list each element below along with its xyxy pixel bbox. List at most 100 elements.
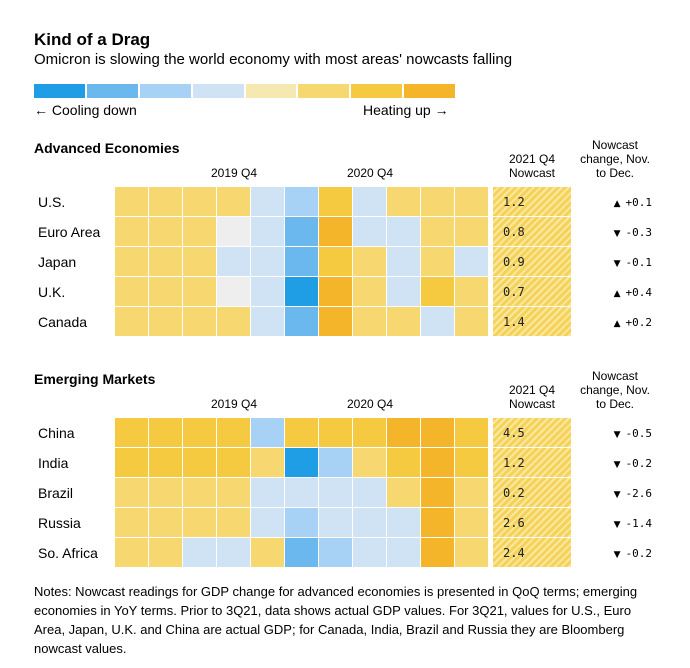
heatmap-cell bbox=[319, 247, 353, 277]
nowcast-header: 2021 Q4 Nowcast bbox=[508, 383, 556, 411]
column-label-2019-q4: 2019 Q4 bbox=[210, 166, 258, 180]
change-header: Nowcast change, Nov. to Dec. bbox=[580, 369, 650, 411]
legend-cooling-label: ← Cooling down bbox=[34, 102, 137, 118]
heatmap-cell bbox=[251, 418, 285, 448]
heatmap-cell bbox=[251, 478, 285, 508]
heatmap-cell bbox=[387, 277, 421, 307]
heatmap-cell bbox=[217, 508, 251, 538]
change-value: +0.1 bbox=[625, 196, 653, 209]
nowcast-cell: 1.4 bbox=[493, 307, 571, 337]
legend-swatch bbox=[86, 84, 140, 98]
heatmap-cell bbox=[421, 418, 455, 448]
row-label: Canada bbox=[38, 314, 88, 330]
legend-swatch bbox=[298, 84, 352, 98]
legend-heating-label: Heating up → bbox=[363, 102, 449, 118]
notes: Notes: Nowcast readings for GDP change f… bbox=[34, 584, 638, 656]
heatmap-cell bbox=[353, 478, 387, 508]
heatmap-cell bbox=[387, 478, 421, 508]
heatmap-cell bbox=[183, 448, 217, 478]
column-label-2019-q4: 2019 Q4 bbox=[210, 397, 258, 411]
heatmap-cell bbox=[387, 247, 421, 277]
nowcast-change: ▼ -0.3 bbox=[592, 226, 652, 239]
heatmap-cell bbox=[149, 508, 183, 538]
nowcast-cell: 1.2 bbox=[493, 187, 571, 217]
heatmap-cell bbox=[115, 508, 149, 538]
heatmap-cell bbox=[387, 508, 421, 538]
heatmap-cell bbox=[353, 307, 387, 337]
heatmap-cell bbox=[285, 277, 319, 307]
heatmap-cell bbox=[149, 478, 183, 508]
nowcast-cell: 1.2 bbox=[493, 448, 571, 478]
heatmap-cell bbox=[455, 418, 489, 448]
heatmap-cell bbox=[115, 187, 149, 217]
heatmap-cell bbox=[149, 418, 183, 448]
change-header: Nowcast change, Nov. to Dec. bbox=[580, 138, 650, 180]
heatmap-cell bbox=[319, 508, 353, 538]
heatmap-cell bbox=[319, 277, 353, 307]
heatmap-cell bbox=[353, 277, 387, 307]
heatmap-cell bbox=[285, 187, 319, 217]
row-label: Euro Area bbox=[38, 224, 101, 240]
heatmap-cell bbox=[353, 217, 387, 247]
heatmap-cell bbox=[421, 508, 455, 538]
row-label: So. Africa bbox=[38, 545, 98, 561]
row-label: U.S. bbox=[38, 194, 66, 210]
heatmap-cell bbox=[421, 247, 455, 277]
change-value: +0.2 bbox=[625, 316, 653, 329]
heatmap-cell bbox=[421, 277, 455, 307]
heatmap-cell bbox=[387, 307, 421, 337]
heatmap-cell bbox=[285, 538, 319, 568]
legend-swatch bbox=[245, 84, 299, 98]
heatmap-cell bbox=[421, 538, 455, 568]
heatmap-cell bbox=[183, 508, 217, 538]
heatmap-cell bbox=[115, 307, 149, 337]
heatmap-cell bbox=[115, 478, 149, 508]
heatmap-cell bbox=[319, 538, 353, 568]
row-label: Brazil bbox=[38, 485, 74, 501]
heatmap-cell bbox=[251, 448, 285, 478]
heatmap-cell bbox=[217, 277, 251, 307]
chart-subtitle: Omicron is slowing the world economy wit… bbox=[34, 51, 513, 68]
triangle-down-icon: ▼ bbox=[613, 490, 621, 500]
heatmap-cell bbox=[285, 307, 319, 337]
heatmap-cell bbox=[217, 538, 251, 568]
section-title: Advanced Economies bbox=[34, 140, 180, 156]
heatmap-cell bbox=[149, 187, 183, 217]
column-label-2020-q4: 2020 Q4 bbox=[346, 166, 394, 180]
heatmap-cell bbox=[387, 538, 421, 568]
section-title: Emerging Markets bbox=[34, 371, 156, 387]
legend-color-scale bbox=[34, 84, 455, 98]
nowcast-change: ▼ -0.1 bbox=[592, 256, 652, 269]
change-value: -0.1 bbox=[625, 256, 653, 269]
heatmap-cell bbox=[251, 508, 285, 538]
heatmap-cell bbox=[217, 448, 251, 478]
triangle-down-icon: ▼ bbox=[613, 460, 621, 470]
triangle-down-icon: ▼ bbox=[613, 229, 621, 239]
triangle-down-icon: ▼ bbox=[613, 430, 621, 440]
nowcast-cell: 0.9 bbox=[493, 247, 571, 277]
heatmap-cell bbox=[251, 187, 285, 217]
triangle-down-icon: ▼ bbox=[613, 259, 621, 269]
heatmap-cell bbox=[455, 247, 489, 277]
heatmap-cell bbox=[217, 418, 251, 448]
heatmap-cell bbox=[115, 418, 149, 448]
heatmap-cell bbox=[319, 478, 353, 508]
heatmap-cell bbox=[421, 217, 455, 247]
nowcast-change: ▼ -0.2 bbox=[592, 457, 652, 470]
heatmap-cell bbox=[285, 448, 319, 478]
legend-swatch bbox=[139, 84, 193, 98]
heatmap-cell bbox=[285, 508, 319, 538]
heatmap-cell bbox=[387, 187, 421, 217]
heatmap-cell bbox=[115, 538, 149, 568]
heatmap-cell bbox=[217, 307, 251, 337]
heatmap-cell bbox=[217, 478, 251, 508]
nowcast-change: ▼ -0.2 bbox=[592, 547, 652, 560]
heatmap-cell bbox=[183, 247, 217, 277]
change-value: -0.3 bbox=[625, 226, 653, 239]
heatmap-cell bbox=[285, 217, 319, 247]
heatmap-cell bbox=[217, 187, 251, 217]
legend-swatch bbox=[404, 84, 455, 98]
heatmap-cell bbox=[387, 448, 421, 478]
heatmap-cell bbox=[319, 418, 353, 448]
change-value: -0.2 bbox=[625, 547, 653, 560]
